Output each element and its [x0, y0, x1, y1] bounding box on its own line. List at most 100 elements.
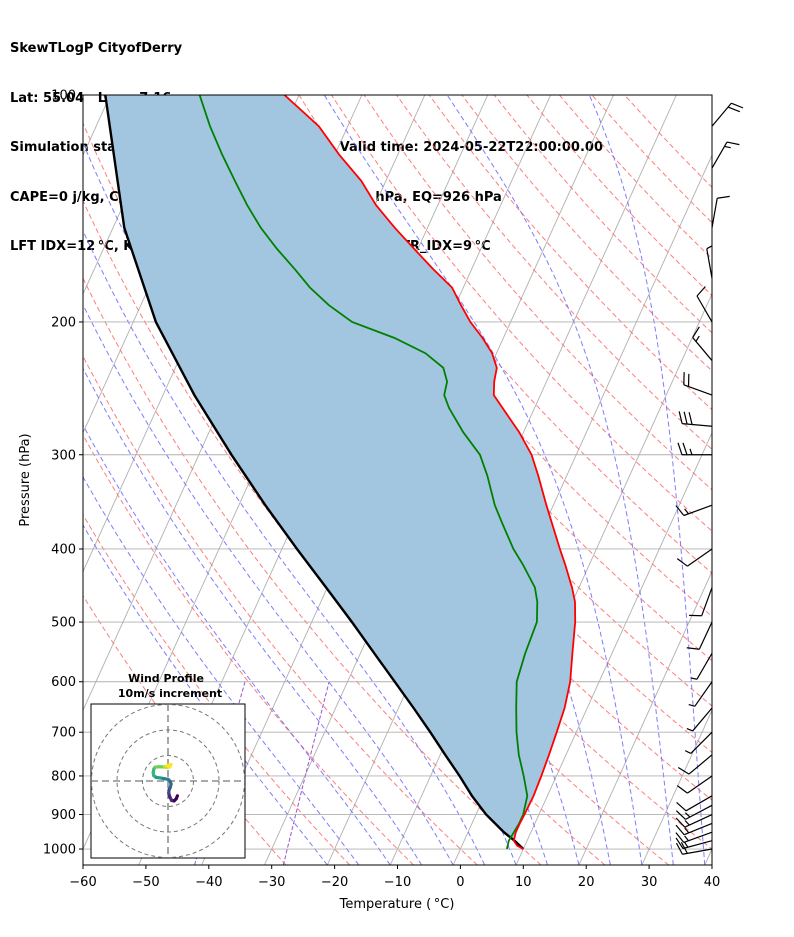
y-tick-label: 1000 [43, 843, 76, 858]
profile-lines [104, 95, 577, 850]
hodograph-segment [165, 762, 173, 768]
dry-adiabat-line [298, 95, 712, 574]
wind-barb-staff [706, 248, 713, 279]
wind-barb [676, 795, 713, 812]
y-tick-label: 400 [51, 542, 76, 557]
mixing-ratio-line [282, 681, 330, 865]
x-axis-label: Temperature ( °C) [339, 897, 455, 912]
wind-barb-flag [731, 102, 744, 109]
x-axis-ticks: −60 −50 −40 −30 −20 −10 0 10 20 30 40 [69, 865, 720, 890]
isotherm-line [641, 709, 712, 865]
x-tick-label: −30 [258, 875, 285, 890]
wind-barb [678, 411, 713, 427]
wind-barb-half-flag [706, 245, 713, 250]
wind-barb-flag [688, 412, 693, 425]
wind-barb-half-flag [684, 508, 689, 515]
wind-barb-half-flag [689, 448, 693, 455]
wind-barb-flag [677, 442, 683, 455]
wind-barb-flag [676, 801, 687, 812]
y-tick-label: 800 [51, 769, 76, 784]
wind-barb-staff [692, 707, 713, 732]
wind-barb-flag [683, 411, 688, 425]
dry-adiabat-line [428, 95, 712, 411]
wind-barb-staff [711, 198, 718, 228]
wind-barb-staff [701, 587, 713, 616]
wind-barb-staff [687, 775, 713, 794]
moist-adiabat-line [588, 95, 706, 865]
moist-adiabat-line [83, 367, 423, 865]
y-tick-label: 500 [51, 616, 76, 631]
wind-barb-staff [685, 795, 713, 812]
hodograph-title: Wind Profile [128, 672, 204, 685]
wind-barb [675, 813, 713, 828]
dry-adiabat-line [624, 95, 712, 188]
x-tick-label: 40 [704, 875, 721, 890]
wind-barb-half-flag [690, 677, 698, 680]
moist-adiabat-line [106, 95, 548, 865]
wind-barb-flag [675, 810, 686, 820]
wind-barb-staff [696, 652, 713, 680]
moist-adiabat-line [446, 95, 674, 865]
wind-barb [689, 587, 713, 617]
wind-barb [677, 754, 713, 775]
wind-barb-staff [683, 822, 713, 836]
wind-barb-half-flag [688, 703, 695, 707]
wind-barb-flag [675, 832, 685, 843]
wind-barb [675, 804, 713, 820]
wind-barb-half-flag [695, 335, 700, 342]
wind-barb [711, 195, 730, 228]
hodograph-plot [91, 704, 245, 858]
isotherm-line [515, 431, 712, 865]
y-tick-label: 300 [51, 448, 76, 463]
wind-barb [711, 102, 744, 127]
parcel-profile-line [104, 95, 525, 850]
dry-adiabat-line [559, 95, 712, 260]
wind-barb [696, 286, 713, 323]
wind-barb [706, 245, 713, 279]
wind-barb-flag [686, 647, 700, 650]
wind-barb-half-flag [686, 728, 693, 732]
wind-barb-flag [675, 842, 683, 855]
wind-barb-flag [696, 286, 706, 297]
wind-barb [677, 442, 712, 456]
wind-barbs [675, 102, 744, 855]
wind-barb-staff [690, 731, 713, 754]
moist-adiabat-line [83, 229, 486, 865]
dry-adiabat-line [83, 277, 542, 865]
wind-barb [684, 731, 713, 754]
cape-shaded-area [105, 95, 576, 849]
dewpoint-profile-line [198, 95, 539, 850]
wind-barb-flag [675, 817, 686, 828]
wind-barb [676, 548, 713, 567]
y-tick-label: 100 [51, 89, 76, 104]
y-tick-label: 900 [51, 808, 76, 823]
wind-barb-half-flag [684, 835, 689, 842]
x-tick-label: 10 [515, 875, 532, 890]
moist-adiabat-line [83, 524, 328, 865]
hodograph-subtitle: 10m/s increment [118, 687, 222, 700]
wind-barb-flag [675, 824, 685, 836]
wind-barb-flag [678, 411, 683, 424]
temperature-profile-line [283, 95, 577, 850]
wind-barb [683, 372, 713, 396]
wind-barb-half-flag [724, 145, 731, 149]
wind-barb [675, 841, 713, 855]
wind-barb-half-flag [684, 750, 692, 754]
dry-adiabat-line [83, 513, 351, 865]
wind-barb-staff [688, 754, 713, 775]
wind-barb-flag [677, 766, 690, 775]
x-tick-label: −20 [321, 875, 348, 890]
wind-barb-flag [675, 505, 685, 516]
x-tick-label: 20 [578, 875, 595, 890]
x-tick-label: 30 [641, 875, 658, 890]
dry-adiabat-line [83, 122, 670, 865]
dry-adiabat-line [83, 594, 287, 865]
y-tick-label: 700 [51, 726, 76, 741]
wind-barb [688, 681, 713, 707]
wind-barb-flag [727, 106, 741, 113]
dry-adiabat-line [591, 95, 712, 224]
moist-adiabat-line [83, 475, 360, 865]
wind-barb-flag [726, 141, 740, 146]
isotherm-line [578, 570, 712, 865]
wind-barb-flag [676, 785, 688, 794]
